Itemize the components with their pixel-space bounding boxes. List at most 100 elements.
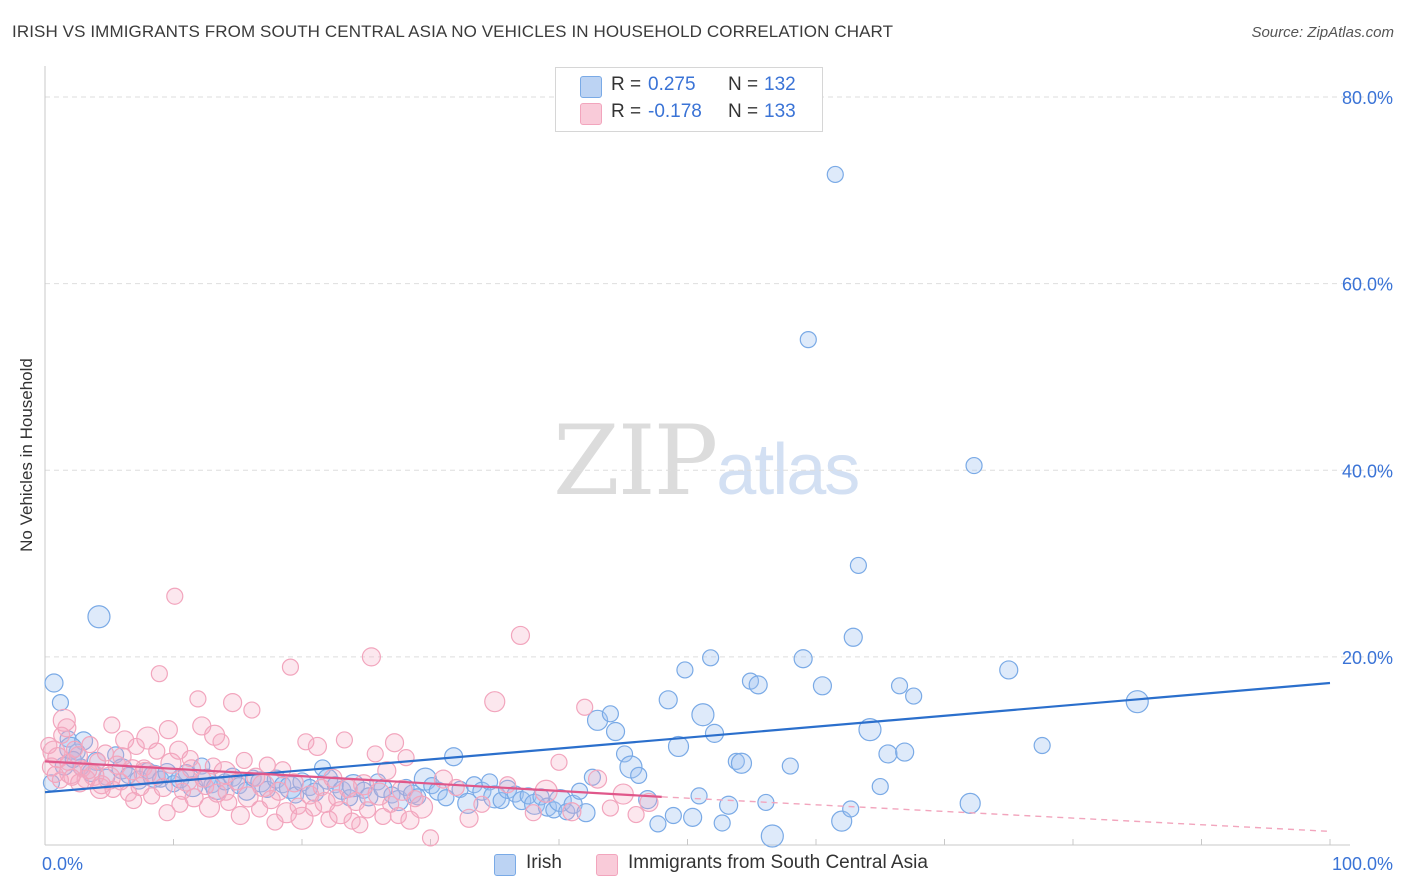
irish-point	[457, 792, 479, 814]
immigrants-point	[103, 716, 121, 734]
immigrants-point	[421, 829, 440, 847]
irish-point	[44, 673, 64, 693]
immigrants-point	[80, 762, 98, 780]
immigrants-point	[235, 751, 253, 770]
legend-r-value: -0.178	[648, 101, 702, 122]
immigrants-point	[204, 724, 226, 746]
immigrants-point	[223, 692, 243, 713]
immigrants-point	[181, 749, 199, 768]
irish-point	[826, 165, 844, 184]
irish-point	[713, 814, 731, 832]
y-tick-label: 80.0%	[1342, 88, 1393, 108]
irish-point	[965, 456, 983, 475]
immigrants-point	[320, 810, 338, 828]
y-tick-label: 20.0%	[1342, 648, 1393, 668]
irish-point	[437, 789, 455, 807]
irish-point	[858, 718, 882, 742]
immigrants-point	[397, 749, 415, 767]
immigrants-point	[284, 773, 304, 793]
immigrants-point	[52, 708, 76, 732]
immigrants-point	[627, 805, 645, 824]
x-tick-label: 100.0%	[1332, 854, 1393, 874]
immigrants-point	[484, 691, 506, 713]
immigrants-point	[524, 804, 542, 822]
irish-point	[842, 800, 860, 818]
legend-n-value: 132	[764, 74, 796, 95]
irish-point	[849, 556, 868, 575]
immigrants-point	[81, 735, 99, 754]
immigrants-point	[70, 773, 90, 793]
irish-point	[760, 824, 784, 848]
irish-point	[999, 660, 1019, 680]
irish-point	[704, 723, 725, 743]
irish-point	[683, 807, 703, 827]
watermark-zip: ZIP	[553, 405, 718, 517]
immigrants-point	[57, 718, 77, 738]
immigrants-point	[409, 795, 434, 819]
immigrants-point	[281, 658, 300, 676]
y-tick-label: 40.0%	[1342, 461, 1393, 481]
irish-point	[676, 661, 694, 679]
legend-r-label: R =	[611, 74, 642, 95]
irish-point	[690, 787, 708, 805]
irish-point	[890, 677, 909, 695]
immigrants-point	[171, 795, 189, 813]
immigrants-point	[166, 587, 184, 605]
immigrants-point	[150, 665, 168, 683]
immigrants-point	[217, 783, 235, 801]
watermark: ZIPatlas	[553, 405, 860, 517]
immigrants-point	[158, 804, 176, 822]
irish-point	[51, 693, 70, 712]
immigrants-point	[212, 733, 230, 751]
immigrants-point	[601, 799, 620, 817]
irish-point	[878, 744, 898, 764]
irish-point	[748, 675, 768, 695]
immigrants-point	[351, 816, 369, 834]
irish-point	[730, 752, 753, 774]
irish-point	[1033, 736, 1051, 755]
bottom-legend-swatch-immigrants	[596, 854, 618, 876]
immigrants-point	[639, 792, 659, 813]
immigrants-point	[125, 791, 143, 810]
irish-point	[702, 649, 720, 667]
immigrants-point	[473, 795, 491, 813]
legend-n-label: N =	[728, 101, 759, 122]
irish-point	[630, 766, 648, 784]
y-tick-label: 60.0%	[1342, 275, 1393, 295]
immigrants-point	[304, 799, 323, 817]
immigrants-point	[258, 756, 276, 774]
immigrants-point	[335, 731, 354, 749]
irish-point	[959, 792, 981, 814]
immigrants-point	[576, 698, 594, 716]
irish-point	[605, 721, 626, 742]
x-tick-label: 0.0%	[42, 854, 83, 874]
immigrants-point	[459, 808, 479, 828]
irish-point	[664, 806, 682, 825]
irish-point	[871, 777, 889, 796]
bottom-legend-swatch-irish	[494, 854, 516, 876]
legend-swatch-immigrants	[580, 103, 602, 125]
immigrants-point	[269, 781, 289, 801]
immigrants-point	[447, 778, 465, 797]
irish-point	[601, 705, 620, 723]
immigrants-point	[65, 740, 84, 758]
irish-point	[895, 742, 915, 762]
irish-point	[799, 331, 817, 349]
chart-source: Source: ZipAtlas.com	[1251, 24, 1394, 41]
irish-point	[649, 815, 667, 833]
immigrants-point	[550, 753, 568, 771]
chart-title: IRISH VS IMMIGRANTS FROM SOUTH CENTRAL A…	[12, 22, 894, 41]
irish-point	[843, 627, 863, 647]
irish-point	[548, 788, 572, 813]
immigrants-point	[227, 773, 246, 791]
immigrants-point	[220, 793, 238, 812]
immigrants-trend-extension	[661, 796, 1331, 833]
immigrants-point	[358, 801, 377, 819]
immigrants-point	[307, 736, 328, 757]
immigrants-point	[148, 742, 166, 760]
immigrants-point	[115, 730, 135, 750]
immigrants-point	[499, 776, 517, 794]
immigrants-point	[189, 690, 207, 708]
immigrants-point	[377, 761, 397, 781]
